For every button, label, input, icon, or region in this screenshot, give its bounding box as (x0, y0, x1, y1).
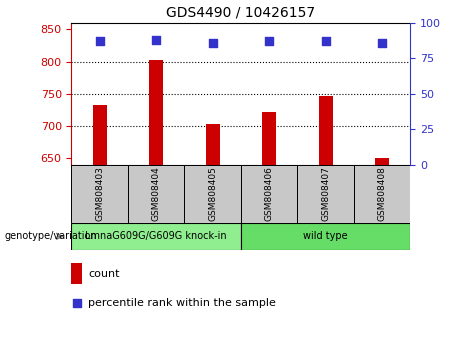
Bar (375, 158, 389, 165)
Text: genotype/variation: genotype/variation (5, 231, 97, 241)
Point (209, 40, 216, 46)
Bar (71, 165, 128, 223)
Text: GSM808403: GSM808403 (95, 166, 104, 221)
Text: percentile rank within the sample: percentile rank within the sample (88, 298, 276, 308)
Text: count: count (88, 269, 120, 279)
Point (378, 40, 386, 46)
Text: wild type: wild type (303, 231, 348, 241)
Text: GSM808405: GSM808405 (208, 166, 217, 221)
Bar (354, 165, 410, 223)
Bar (241, 223, 410, 250)
Bar (262, 113, 276, 165)
Text: GSM808407: GSM808407 (321, 166, 330, 221)
Text: LmnaG609G/G609G knock-in: LmnaG609G/G609G knock-in (85, 231, 227, 241)
Point (73, 300, 81, 306)
Bar (71, 263, 82, 284)
Title: GDS4490 / 10426157: GDS4490 / 10426157 (166, 5, 315, 19)
Bar (297, 165, 354, 223)
Bar (128, 165, 184, 223)
Point (96, 39, 103, 44)
Bar (71, 223, 241, 250)
Point (266, 39, 273, 44)
Bar (241, 165, 297, 223)
Bar (319, 96, 333, 165)
Text: GSM808404: GSM808404 (152, 166, 161, 221)
Bar (184, 165, 241, 223)
Point (322, 39, 329, 44)
Point (153, 37, 160, 43)
Bar (206, 124, 220, 165)
Bar (149, 60, 163, 165)
Bar (93, 105, 107, 165)
Text: GSM808406: GSM808406 (265, 166, 274, 221)
Text: GSM808408: GSM808408 (378, 166, 387, 221)
